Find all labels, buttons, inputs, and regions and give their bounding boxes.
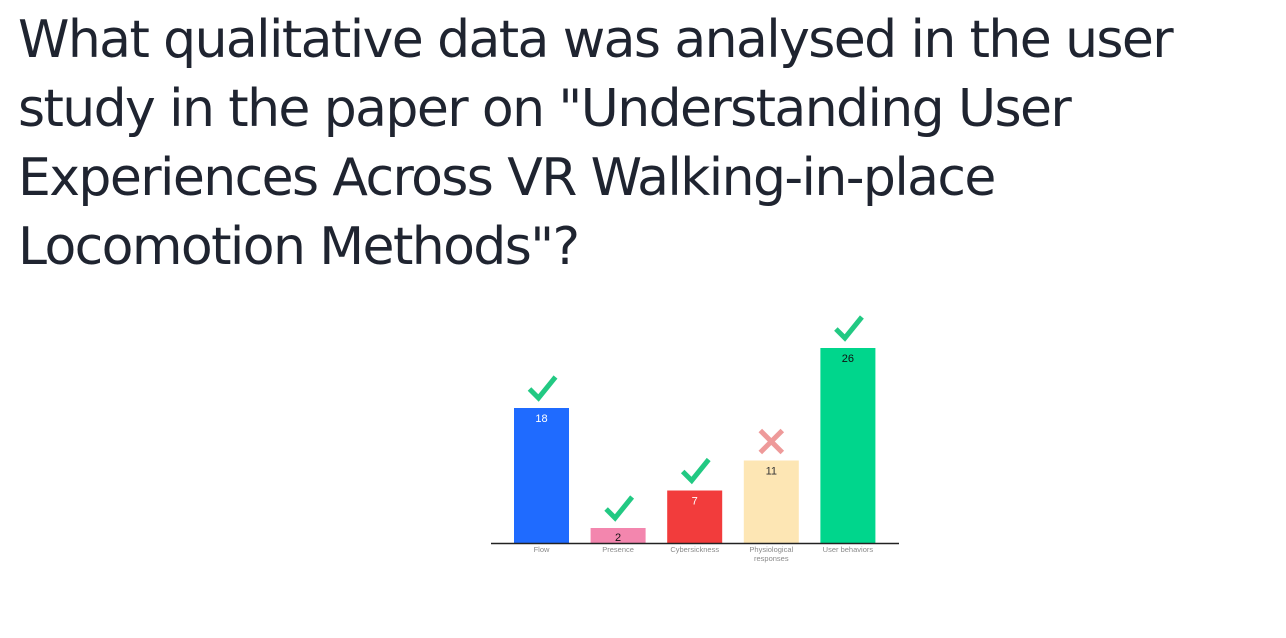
bar-presence — [590, 528, 646, 543]
question-title: What qualitative data was analysed in th… — [18, 6, 1268, 282]
bar-physiological-responses — [743, 460, 799, 543]
bar-flow — [514, 408, 569, 543]
bar-value-flow: 18 — [535, 413, 547, 425]
question-line-3: Experiences Across VR Walking-in-place — [18, 148, 996, 208]
question-line-1: What qualitative data was analysed in th… — [18, 10, 1174, 70]
bar-value-physiological-responses: 11 — [766, 466, 777, 478]
bar-user-behaviors — [820, 348, 876, 543]
cross-icon — [758, 428, 785, 455]
bar-value-presence: 2 — [615, 532, 621, 544]
category-label-physiological-responses: Physiological responses — [749, 545, 793, 563]
bar-value-user-behaviors: 26 — [842, 353, 854, 365]
category-label-user-behaviors: User behaviors — [823, 545, 874, 554]
check-icon — [527, 375, 558, 402]
question-line-4: Locomotion Methods"? — [18, 217, 580, 277]
question-line-2: study in the paper on "Understanding Use… — [18, 79, 1072, 139]
category-label-cybersickness: Cybersickness — [670, 545, 719, 554]
check-icon — [604, 495, 635, 522]
bar-cybersickness — [667, 490, 723, 543]
category-label-flow: Flow — [534, 545, 550, 554]
check-icon — [680, 457, 711, 485]
bar-value-cybersickness: 7 — [692, 496, 698, 508]
check-icon — [834, 315, 864, 342]
category-label-presence: Presence — [602, 545, 634, 554]
